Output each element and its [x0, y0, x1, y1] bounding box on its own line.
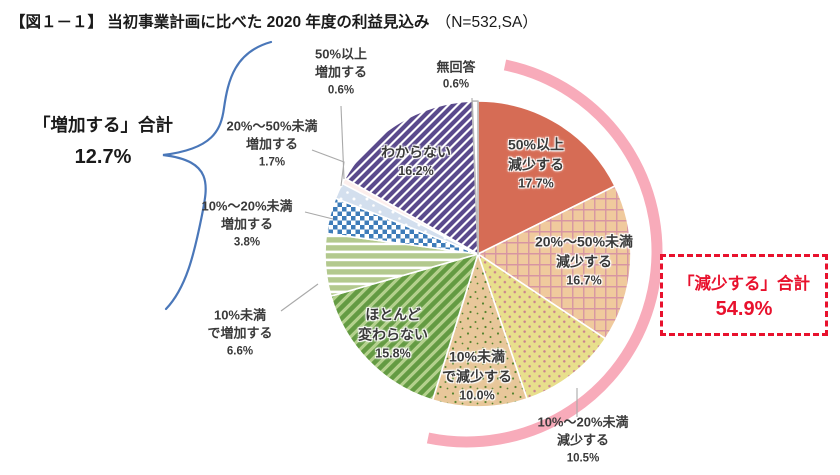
- label-line: 50%以上: [314, 46, 368, 62]
- label-pct: 6.6%: [226, 345, 254, 358]
- label-pct: 10.0%: [459, 388, 495, 402]
- label-line: 変わらない: [358, 326, 428, 343]
- label-decrease-under10: 10%未満 で減少する 10.0%: [442, 347, 512, 405]
- label-line: 減少する: [556, 432, 610, 448]
- label-line: 減少する: [555, 253, 612, 270]
- pie-slice-decrease-50plus: [477, 100, 616, 255]
- label-line: 増加する: [245, 136, 299, 152]
- label-unchanged: ほとんど 変わらない 15.8%: [358, 305, 428, 363]
- increase-total-annotation: 「増加する」合計 12.7%: [18, 112, 188, 169]
- label-dont-know: わからない 16.2%: [381, 143, 451, 181]
- label-decrease-50plus: 50%以上 減少する 17.7%: [508, 135, 564, 193]
- label-increase-50plus: 50%以上 増加する 0.6%: [315, 45, 367, 98]
- figure-title-sample-size: （N=532,SA）: [435, 14, 538, 31]
- label-line: 50%以上: [507, 136, 565, 153]
- decrease-total-value: 54.9%: [715, 297, 773, 320]
- increase-group-brace: [162, 40, 273, 311]
- decrease-emphasis-arc: [426, 59, 663, 448]
- figure-title: 【図１－１】 当初事業計画に比べた 2020 年度の利益見込み （N=532,S…: [10, 10, 538, 32]
- label-line: で増加する: [207, 325, 273, 341]
- label-line: わからない: [381, 144, 451, 161]
- label-line: 20%～50%未満: [226, 118, 318, 134]
- label-pct: 15.8%: [375, 346, 411, 360]
- label-pct: 3.8%: [233, 236, 261, 249]
- label-increase-20-50: 20%～50%未満 増加する 1.7%: [226, 117, 317, 170]
- figure-title-main: 【図１－１】 当初事業計画に比べた 2020 年度の利益見込み: [10, 14, 430, 31]
- label-decrease-20-50: 20%～50%未満 減少する 16.7%: [535, 232, 633, 290]
- label-pct: 1.7%: [258, 156, 286, 169]
- label-increase-under10: 10%未満 で増加する 6.6%: [207, 306, 272, 359]
- pie-slice-unchanged: [330, 253, 479, 401]
- label-line: 10%未満: [448, 348, 506, 365]
- label-line: で減少する: [442, 368, 512, 385]
- label-pct: 0.6%: [442, 79, 470, 92]
- increase-total-label: 「増加する」合計: [33, 115, 173, 135]
- label-pct: 16.2%: [398, 164, 434, 179]
- increase-total-value: 12.7%: [74, 146, 132, 168]
- leader-lines-group: [280, 98, 578, 417]
- label-decrease-10-20: 10%～20%未満 減少する 10.5%: [537, 413, 628, 466]
- label-line: 増加する: [314, 64, 367, 80]
- label-pct: 16.7%: [566, 273, 602, 287]
- pie-slice-decrease-10-20: [477, 253, 607, 400]
- label-line: 10%～20%未満: [537, 414, 629, 430]
- label-no-answer: 無回答 0.6%: [436, 59, 475, 94]
- leader-line-increase-10-20: [304, 211, 334, 220]
- pie-slices-group: [324, 100, 632, 408]
- label-line: 無回答: [436, 59, 476, 75]
- pie-slice-dont-know: [344, 100, 479, 255]
- label-line: 増加する: [220, 216, 274, 232]
- label-line: ほとんど: [365, 306, 421, 323]
- label-line: 20%～50%未満: [534, 233, 634, 250]
- label-pct: 0.6%: [327, 84, 355, 97]
- label-pct: 10.5%: [566, 452, 600, 465]
- decrease-total-label: 「減少する」合計: [678, 274, 810, 293]
- pie-slice-decrease-20-50: [477, 185, 632, 340]
- label-pct: 17.7%: [518, 176, 554, 190]
- label-increase-10-20: 10%～20%未満 増加する 3.8%: [201, 197, 292, 250]
- label-line: 10%未満: [213, 307, 267, 323]
- decrease-total-annotation: 「減少する」合計 54.9%: [660, 254, 828, 336]
- label-line: 10%～20%未満: [201, 198, 293, 214]
- leader-line-increase-20-50: [311, 149, 345, 187]
- pie-slice-decrease-under10: [431, 253, 528, 408]
- leader-line-increase-under10: [280, 283, 319, 312]
- label-line: 減少する: [508, 156, 564, 173]
